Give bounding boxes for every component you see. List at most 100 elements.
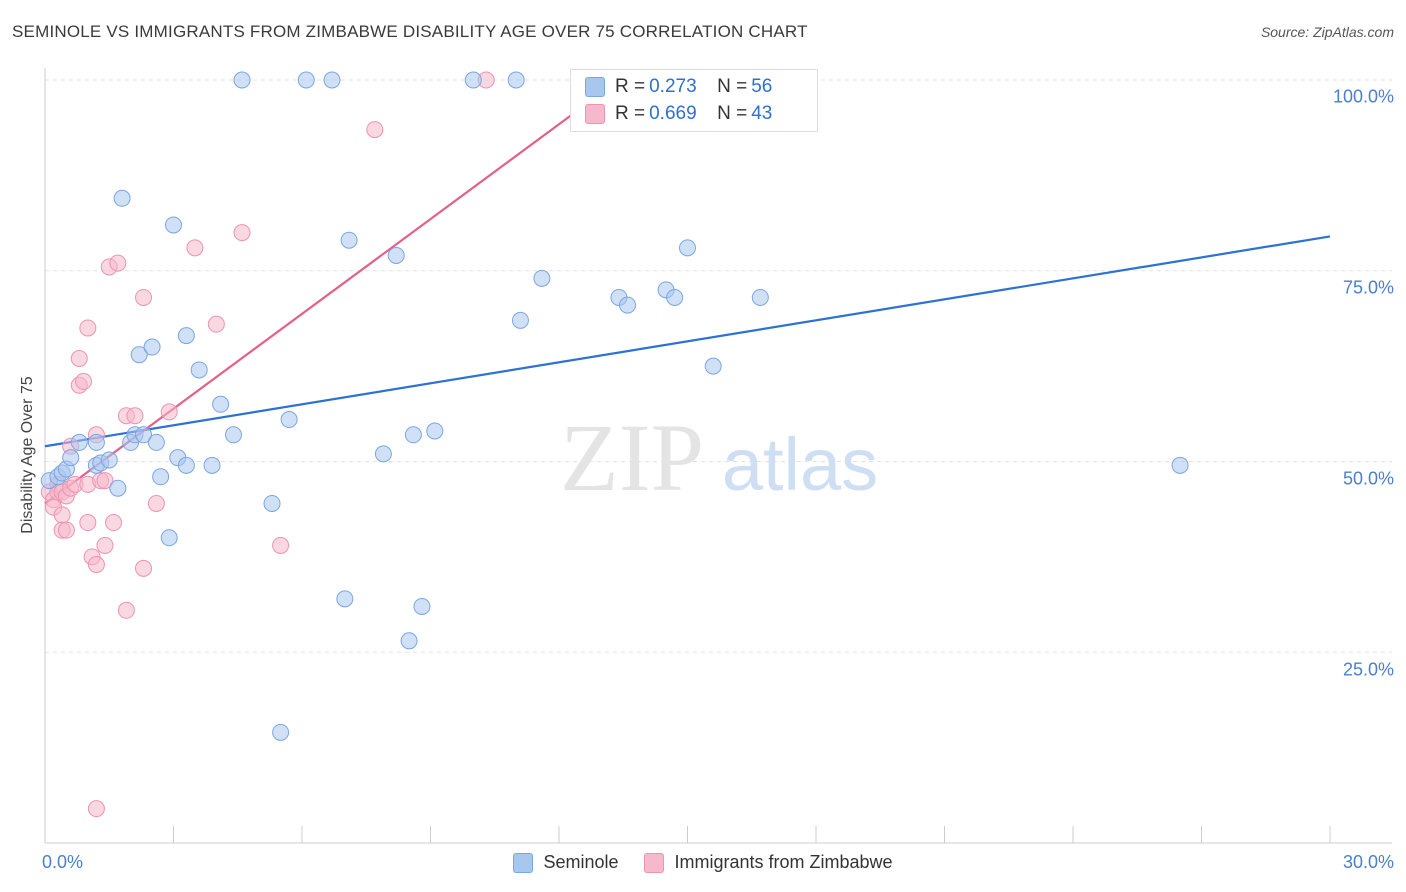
stats-row-zimbabwe: R = 0.669 N = 43 [585,102,772,126]
zimbabwe-point [87,556,105,574]
seminole-point [1171,456,1189,474]
seminole-point [297,71,315,89]
watermark: ZIP atlas [560,404,878,511]
zimbabwe-point [70,349,88,367]
legend-item-seminole[interactable]: Seminole [513,852,618,873]
seminole-point [464,71,482,89]
x-tick-30: 30.0% [1342,852,1394,872]
zimbabwe-point [126,407,144,425]
watermark-zip: ZIP [560,404,704,511]
seminole-point [177,327,195,345]
seminole-point [70,433,88,451]
zimbabwe-point [57,521,75,539]
seminole-legend-swatch [513,852,534,873]
legend-label-zimbabwe: Immigrants from Zimbabwe [674,852,893,872]
seminole-point [152,468,170,486]
seminole-point [280,411,298,429]
data-points [40,71,1189,818]
zimbabwe-point [96,536,114,554]
zimbabwe-point [135,288,153,306]
zimbabwe-point [233,224,251,242]
seminole-point [619,296,637,314]
seminole-point [62,449,80,467]
seminole-swatch [585,77,605,97]
zimbabwe-point [135,559,153,577]
zimbabwe-point [117,601,135,619]
seminole-point [177,456,195,474]
axes [44,68,1392,844]
seminole-point [263,494,281,512]
seminole-point [400,632,418,650]
seminole-point [340,231,358,249]
r-value: 0.273 [649,76,697,97]
zimbabwe-point [96,472,114,490]
seminole-point [666,288,684,306]
y-tick-50: 50.0% [1342,468,1394,489]
legend-item-zimbabwe[interactable]: Immigrants from Zimbabwe [644,852,893,873]
y-tick-75: 75.0% [1342,277,1394,298]
zimbabwe-legend-swatch [644,852,665,873]
seminole-point [190,361,208,379]
seminole-point [233,71,251,89]
seminole-point [507,71,525,89]
seminole-point [404,426,422,444]
watermark-atlas: atlas [722,423,878,506]
zimbabwe-point [207,315,225,333]
seminole-point [679,239,696,257]
seminole-point [113,189,131,207]
r-label: R = [615,103,646,124]
legend-label-seminole: Seminole [543,852,619,872]
zimbabwe-swatch [585,104,605,124]
zimbabwe-point [79,319,97,337]
zimbabwe-point [53,506,71,524]
x-tick-0: 0.0% [42,852,84,872]
y-axis-label: Disability Age Over 75 [19,376,36,534]
seminole-point [203,456,221,474]
seminole-point [160,529,178,547]
r-label: R = [615,76,646,97]
seminole-point [100,451,118,469]
seminole-point [130,346,148,364]
seminole-point [374,445,392,463]
y-tick-25: 25.0% [1342,659,1394,680]
seminole-point [272,723,290,741]
zimbabwe-point [109,254,127,272]
seminole-point [751,288,769,306]
seminole-point [143,338,161,356]
seminole-point [511,311,529,329]
zimbabwe-point [272,536,290,554]
zimbabwe-point [87,800,105,818]
seminole-point [224,426,242,444]
y-tick-100: 100.0% [1332,86,1394,107]
seminole-point [533,269,551,287]
seminole-point [323,71,341,89]
zimbabwe-point [105,514,123,532]
zimbabwe-point [186,239,204,257]
seminole-trend-line [44,235,1331,448]
n-value: 56 [751,76,773,97]
seminole-point [387,246,405,264]
zimbabwe-point [75,372,93,390]
n-label: N = [717,103,748,124]
stats-row-seminole: R = 0.273 N = 56 [585,75,772,99]
source-credit: Source: ZipAtlas.com [1260,24,1394,40]
n-label: N = [717,76,748,97]
zimbabwe-point [366,121,384,139]
n-value: 43 [751,103,773,124]
seminole-point [426,422,444,440]
seminole-point [704,357,722,375]
seminole-point [413,597,431,615]
seminole-point [147,433,165,451]
zimbabwe-point [160,403,178,421]
seminole-point [336,590,354,608]
seminole-point [212,395,230,413]
r-value: 0.669 [649,103,697,124]
seminole-point [87,433,105,451]
seminole-point [135,426,153,444]
seminole-point [109,479,127,497]
bottom-legend: Seminole Immigrants from Zimbabwe [0,852,1406,873]
seminole-point [165,216,182,234]
stats-legend: R = 0.273 N = 56 R = 0.669 N = 43 [570,69,818,132]
chart-title: SEMINOLE VS IMMIGRANTS FROM ZIMBABWE DIS… [12,22,808,41]
